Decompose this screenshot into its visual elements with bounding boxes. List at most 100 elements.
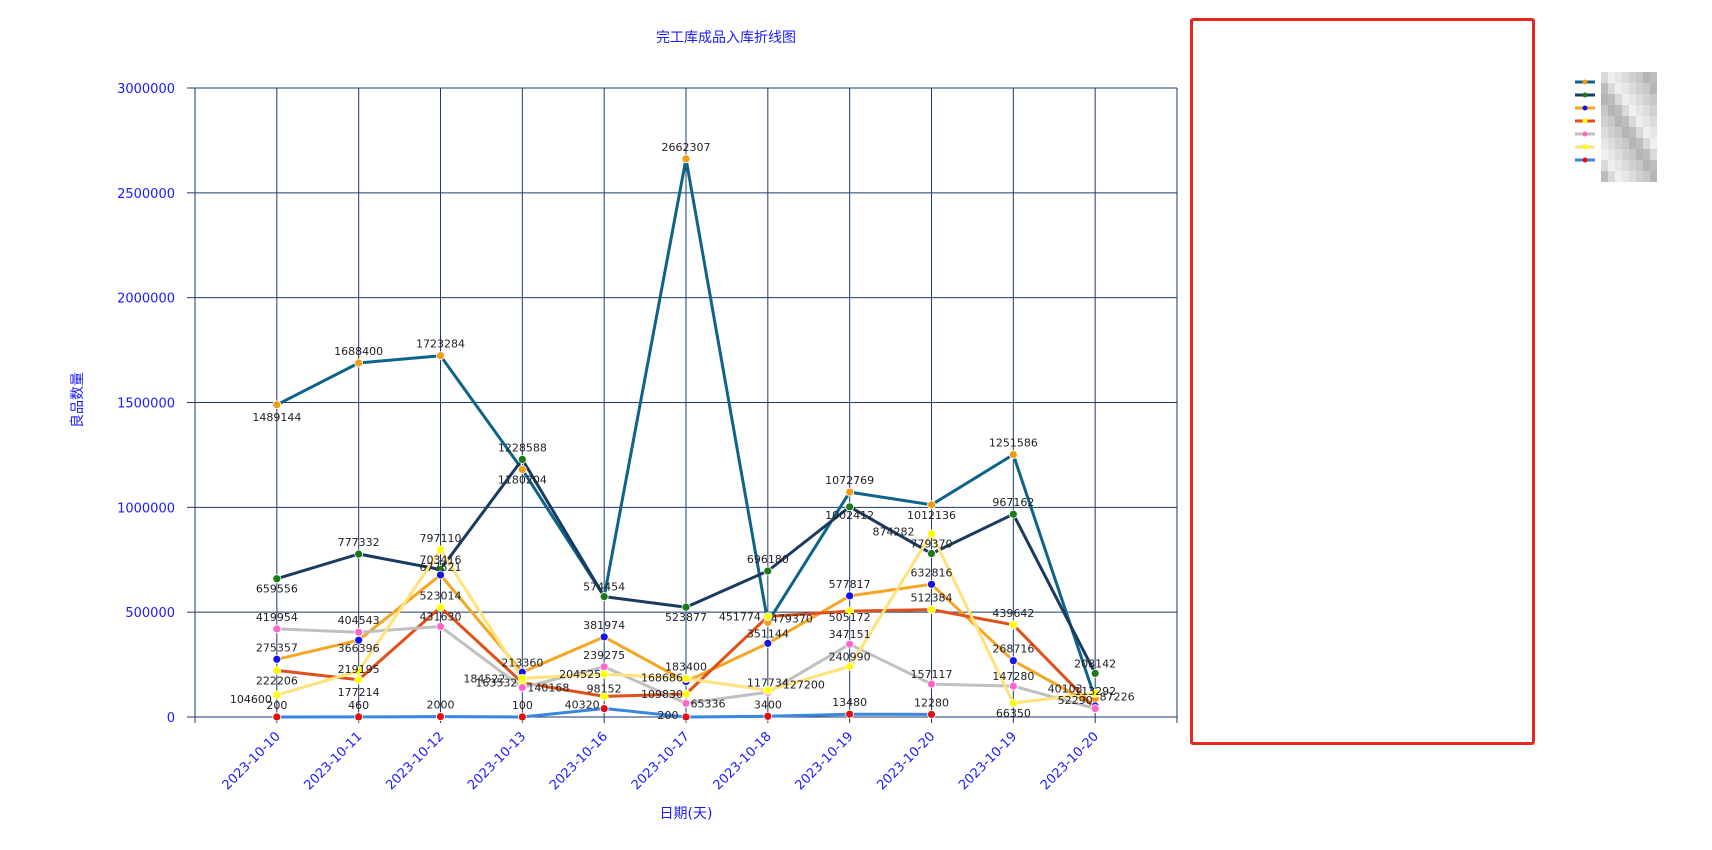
legend-blur-cell xyxy=(1629,105,1636,116)
legend-blur-cell xyxy=(1636,83,1643,94)
legend-blur-cell xyxy=(1650,171,1657,182)
grid xyxy=(194,87,1178,723)
data-point-5-4 xyxy=(599,669,609,679)
legend-blur-cell xyxy=(1636,149,1643,160)
legend-blur-cell xyxy=(1650,83,1657,94)
data-label: 163532 xyxy=(475,677,517,690)
x-tick-label: 2023-10-12 xyxy=(383,729,447,793)
data-point-1-5 xyxy=(681,602,691,612)
data-point-1-10 xyxy=(1090,668,1100,678)
data-label: 183400 xyxy=(665,661,707,674)
legend-blur-cell xyxy=(1622,171,1629,182)
legend-blur-cell xyxy=(1615,72,1622,83)
legend-blur-cell xyxy=(1615,149,1622,160)
legend-blur-cell xyxy=(1643,127,1650,138)
legend-blur-cell xyxy=(1622,116,1629,127)
data-label: 512384 xyxy=(911,592,953,605)
data-point-4-8 xyxy=(927,679,936,689)
data-label: 1228588 xyxy=(498,441,547,454)
data-label: 13480 xyxy=(832,696,867,709)
legend-blur-cell xyxy=(1608,160,1615,171)
data-point-4-1 xyxy=(354,627,364,637)
data-label: 404543 xyxy=(338,614,380,627)
data-point-1-0 xyxy=(272,574,282,584)
data-label: 40320 xyxy=(565,699,600,712)
legend-blur-cell xyxy=(1601,116,1608,127)
legend-blur-cell xyxy=(1615,127,1622,138)
data-label: 239275 xyxy=(583,649,625,662)
legend xyxy=(1575,72,1657,182)
legend-blur-cell xyxy=(1643,105,1650,116)
legend-blur-cell xyxy=(1615,116,1622,127)
data-point-5-7 xyxy=(845,662,855,671)
legend-blur-cell xyxy=(1622,94,1629,105)
legend-blur-cell xyxy=(1643,138,1650,149)
legend-blur-cell xyxy=(1629,94,1636,105)
y-tick-label: 500000 xyxy=(125,606,175,621)
legend-blur-cell xyxy=(1629,116,1636,127)
data-point-2-4 xyxy=(599,632,609,642)
data-point-5-10 xyxy=(1090,688,1100,698)
legend-blur-cell xyxy=(1615,83,1622,94)
data-label: 451774 xyxy=(719,610,761,623)
legend-blur-cell xyxy=(1608,171,1615,182)
legend-blur-cell xyxy=(1615,171,1622,182)
data-label: 117734 xyxy=(747,676,789,689)
legend-blur-cell xyxy=(1608,105,1615,116)
data-point-5-6 xyxy=(763,685,773,695)
legend-blur-cell xyxy=(1601,83,1608,94)
data-label: 204525 xyxy=(559,668,601,681)
legend-blur-cell xyxy=(1650,149,1657,160)
data-point-0-8 xyxy=(927,500,936,510)
data-label: 2662307 xyxy=(662,141,711,154)
data-label: 98152 xyxy=(587,682,622,695)
data-label: 523014 xyxy=(420,589,462,602)
legend-blur-cell xyxy=(1608,94,1615,105)
chart-title: 完工库成品入库折线图 xyxy=(656,30,796,46)
data-label: 460 xyxy=(348,699,369,712)
data-point-4-3 xyxy=(517,683,527,693)
legend-marker-3 xyxy=(1582,118,1588,124)
y-axis: 0 500000 1000000 1500000 2000000 2500000 30000… xyxy=(117,82,195,726)
x-tick-label: 2023-10-19 xyxy=(956,729,1020,793)
legend-blur-cell xyxy=(1601,160,1608,171)
data-point-1-7 xyxy=(845,502,855,512)
data-point-4-7 xyxy=(845,639,855,649)
data-point-4-10 xyxy=(1090,704,1100,713)
data-point-5-3 xyxy=(517,673,527,683)
data-point-6-1 xyxy=(354,712,364,722)
legend-blur-cell xyxy=(1608,149,1615,160)
data-point-4-2 xyxy=(436,622,445,631)
data-label: 3400 xyxy=(754,698,782,711)
legend-blur-cell xyxy=(1622,149,1629,160)
data-label: 100 xyxy=(512,699,533,712)
data-label: 505172 xyxy=(829,611,871,624)
data-point-5-2 xyxy=(436,545,445,555)
legend-blur-cell xyxy=(1643,83,1650,94)
data-label: 351144 xyxy=(747,627,789,640)
x-tick-label: 2023-10-11 xyxy=(301,729,365,793)
data-point-3-1 xyxy=(354,675,364,685)
data-label: 213360 xyxy=(501,656,543,669)
data-label: 65336 xyxy=(691,697,726,710)
data-point-0-0 xyxy=(272,400,282,410)
y-tick-label: 1500000 xyxy=(117,397,175,412)
data-label: 104600 xyxy=(230,693,272,706)
data-point-2-9 xyxy=(1008,656,1018,666)
x-tick-label: 2023-10-20 xyxy=(874,729,938,793)
legend-blur-cell xyxy=(1650,160,1657,171)
data-label: 1180204 xyxy=(498,474,547,487)
legend-blur-cell xyxy=(1608,116,1615,127)
legend-blur-cell xyxy=(1629,72,1636,83)
data-point-6-3 xyxy=(517,712,527,722)
data-point-3-6 xyxy=(763,612,773,621)
data-label: 967162 xyxy=(992,496,1034,509)
data-point-0-1 xyxy=(354,358,364,368)
data-point-0-7 xyxy=(845,487,855,497)
data-point-6-4 xyxy=(599,704,609,713)
data-label: 147280 xyxy=(992,670,1034,683)
legend-blur-cell xyxy=(1636,105,1643,116)
data-label: 1723284 xyxy=(416,338,465,351)
data-label: 113292 xyxy=(1074,685,1116,698)
data-point-5-8 xyxy=(927,529,936,539)
